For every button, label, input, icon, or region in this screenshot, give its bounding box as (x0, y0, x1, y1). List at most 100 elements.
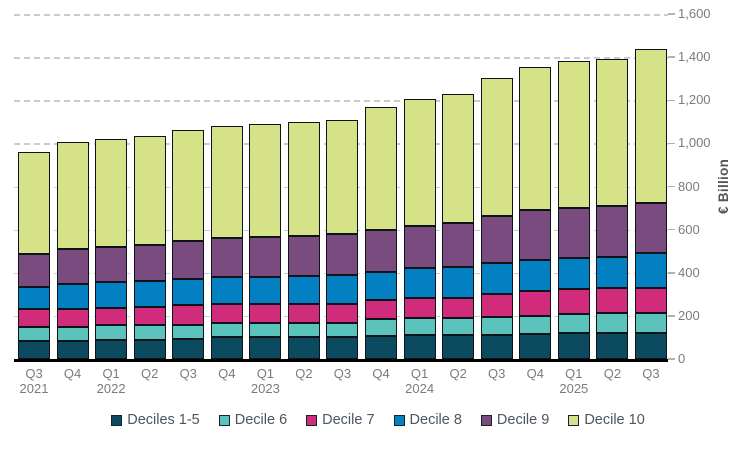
bar-segment-decile-7[interactable] (287, 304, 320, 324)
bar-segment-decile-6[interactable] (519, 315, 552, 335)
bar-segment-deciles-1-5[interactable] (210, 337, 243, 359)
bar-segment-decile-10[interactable] (56, 142, 89, 250)
bar-segment-decile-8[interactable] (519, 259, 552, 292)
legend-item-deciles-1-5[interactable]: Deciles 1-5 (111, 412, 200, 428)
bar-segment-decile-6[interactable] (18, 326, 50, 341)
bar-segment-decile-8[interactable] (634, 253, 667, 288)
bar-segment-deciles-1-5[interactable] (56, 340, 89, 359)
legend-item-decile-6[interactable]: Decile 6 (218, 412, 287, 428)
bar-segment-decile-7[interactable] (18, 309, 50, 327)
bar-segment-deciles-1-5[interactable] (18, 340, 50, 359)
bar-segment-decile-7[interactable] (95, 308, 128, 325)
legend-item-decile-7[interactable]: Decile 7 (306, 412, 375, 428)
bar-segment-deciles-1-5[interactable] (403, 335, 436, 359)
bar-segment-decile-10[interactable] (210, 126, 243, 239)
bar-segment-deciles-1-5[interactable] (596, 333, 629, 359)
bar-segment-decile-6[interactable] (634, 312, 667, 334)
bar-segment-decile-9[interactable] (403, 226, 436, 269)
bar-segment-decile-8[interactable] (557, 257, 590, 289)
bar-segment-decile-9[interactable] (596, 205, 629, 257)
bar-segment-deciles-1-5[interactable] (287, 337, 320, 359)
bar-segment-decile-10[interactable] (596, 59, 629, 206)
bar-segment-deciles-1-5[interactable] (480, 335, 513, 359)
bar-segment-decile-7[interactable] (365, 299, 398, 320)
bar-segment-decile-9[interactable] (56, 249, 89, 284)
bar-segment-decile-8[interactable] (133, 281, 166, 308)
bar-segment-decile-7[interactable] (326, 304, 359, 324)
bar-segment-decile-6[interactable] (480, 316, 513, 336)
bar-segment-deciles-1-5[interactable] (519, 334, 552, 359)
bar-segment-decile-8[interactable] (95, 282, 128, 309)
bar-segment-decile-8[interactable] (403, 268, 436, 298)
bar-segment-decile-9[interactable] (365, 229, 398, 272)
bar-segment-decile-9[interactable] (634, 202, 667, 254)
bar-segment-deciles-1-5[interactable] (634, 333, 667, 359)
bar-segment-decile-9[interactable] (519, 210, 552, 260)
bar-segment-decile-7[interactable] (557, 288, 590, 314)
bar-segment-decile-7[interactable] (634, 287, 667, 313)
bar-segment-deciles-1-5[interactable] (326, 337, 359, 359)
bar-segment-decile-9[interactable] (18, 254, 50, 287)
bar-segment-decile-10[interactable] (172, 130, 205, 242)
bar-segment-decile-10[interactable] (557, 61, 590, 209)
bar-segment-decile-9[interactable] (287, 236, 320, 276)
bar-segment-decile-9[interactable] (133, 244, 166, 282)
bar-segment-decile-6[interactable] (172, 324, 205, 339)
bar-segment-deciles-1-5[interactable] (557, 333, 590, 359)
bar-segment-deciles-1-5[interactable] (365, 336, 398, 359)
bar-segment-decile-7[interactable] (442, 297, 475, 319)
bar-segment-decile-10[interactable] (403, 99, 436, 227)
bar-segment-decile-8[interactable] (480, 263, 513, 295)
bar-segment-decile-7[interactable] (172, 305, 205, 325)
bar-segment-decile-10[interactable] (442, 93, 475, 224)
bar-segment-decile-10[interactable] (249, 123, 282, 238)
bar-segment-decile-8[interactable] (596, 256, 629, 288)
bar-segment-decile-6[interactable] (95, 324, 128, 340)
bar-segment-decile-8[interactable] (326, 274, 359, 305)
bar-segment-decile-8[interactable] (210, 277, 243, 305)
legend-item-decile-10[interactable]: Decile 10 (568, 412, 645, 428)
legend-item-decile-9[interactable]: Decile 9 (480, 412, 549, 428)
bar-segment-deciles-1-5[interactable] (172, 338, 205, 359)
bar-segment-decile-9[interactable] (249, 237, 282, 278)
bar-segment-decile-6[interactable] (326, 323, 359, 338)
bar-segment-decile-9[interactable] (557, 208, 590, 258)
bar-segment-decile-6[interactable] (403, 318, 436, 336)
bar-segment-decile-9[interactable] (95, 246, 128, 283)
bar-segment-decile-6[interactable] (557, 313, 590, 334)
bar-segment-decile-9[interactable] (210, 238, 243, 278)
bar-segment-decile-8[interactable] (287, 275, 320, 305)
bar-segment-decile-9[interactable] (326, 233, 359, 275)
bar-segment-decile-9[interactable] (172, 241, 205, 280)
bar-segment-decile-10[interactable] (18, 152, 50, 255)
bar-segment-decile-10[interactable] (634, 48, 667, 203)
bar-segment-decile-6[interactable] (56, 326, 89, 341)
bar-segment-decile-9[interactable] (442, 223, 475, 268)
bar-segment-decile-6[interactable] (596, 312, 629, 334)
bar-segment-decile-10[interactable] (95, 139, 128, 247)
bar-segment-decile-8[interactable] (249, 277, 282, 305)
bar-segment-decile-9[interactable] (480, 215, 513, 264)
bar-segment-deciles-1-5[interactable] (95, 339, 128, 359)
bar-segment-decile-6[interactable] (133, 324, 166, 340)
bar-segment-decile-6[interactable] (210, 323, 243, 338)
bar-segment-decile-10[interactable] (365, 106, 398, 230)
bar-segment-decile-7[interactable] (133, 307, 166, 325)
bar-segment-decile-7[interactable] (519, 291, 552, 316)
bar-segment-decile-7[interactable] (480, 294, 513, 317)
bar-segment-decile-8[interactable] (442, 267, 475, 298)
bar-segment-decile-6[interactable] (249, 323, 282, 338)
bar-segment-decile-10[interactable] (519, 66, 552, 211)
bar-segment-decile-7[interactable] (210, 304, 243, 324)
bar-segment-deciles-1-5[interactable] (249, 337, 282, 359)
bar-segment-deciles-1-5[interactable] (442, 335, 475, 359)
bar-segment-decile-6[interactable] (442, 318, 475, 336)
bar-segment-decile-7[interactable] (403, 297, 436, 319)
bar-segment-decile-8[interactable] (56, 283, 89, 310)
bar-segment-decile-8[interactable] (18, 286, 50, 310)
bar-segment-decile-7[interactable] (596, 287, 629, 313)
legend-item-decile-8[interactable]: Decile 8 (393, 412, 462, 428)
bar-segment-decile-6[interactable] (365, 319, 398, 337)
bar-segment-decile-10[interactable] (133, 135, 166, 245)
bar-segment-decile-10[interactable] (480, 77, 513, 216)
